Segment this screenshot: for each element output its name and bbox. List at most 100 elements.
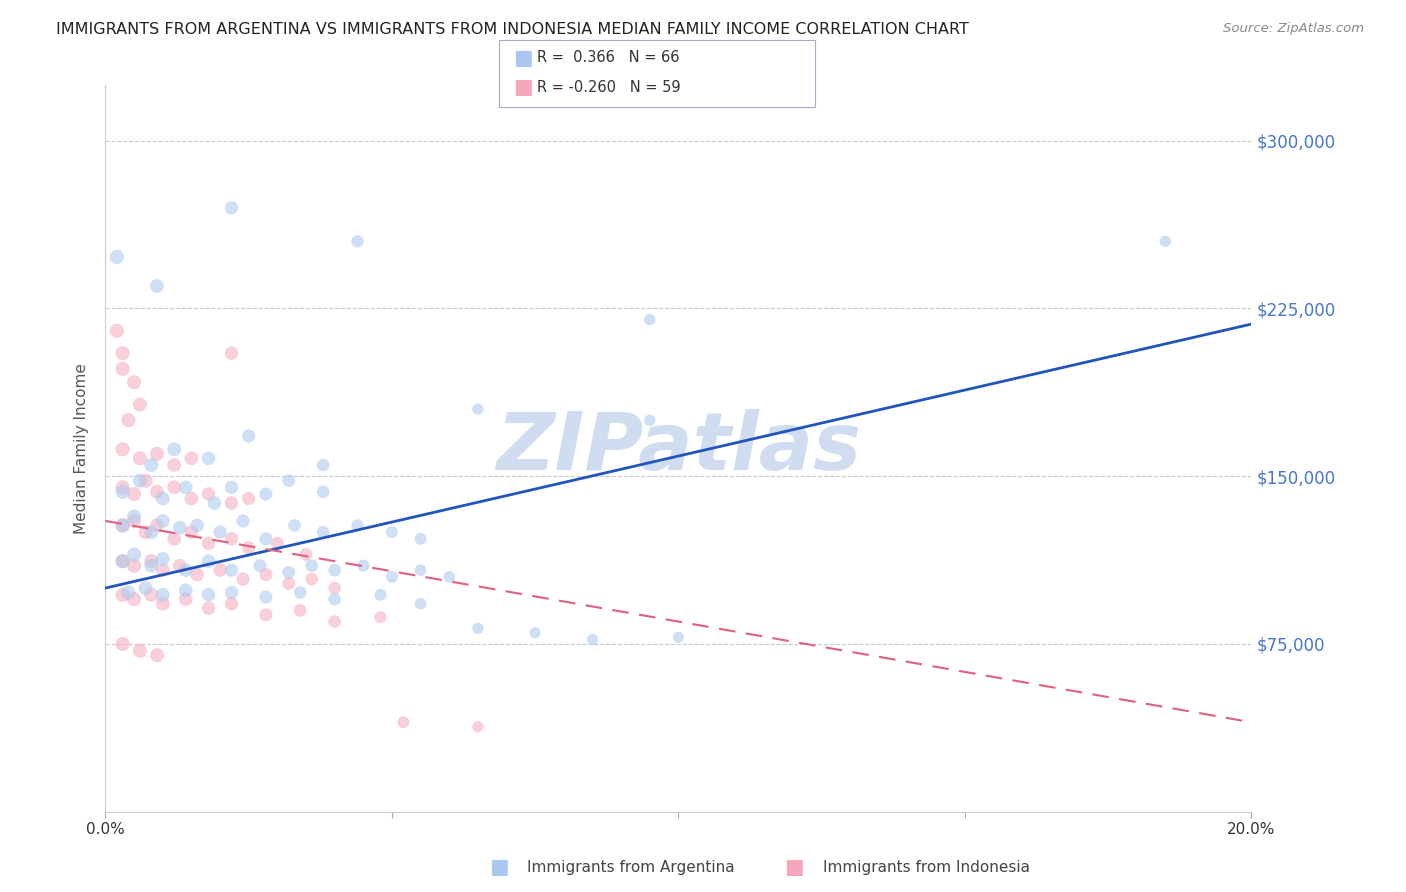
Point (266, 536, 288, 550)
Point (174, 583, 197, 598)
Text: ■: ■ (785, 857, 804, 877)
Point (312, 525, 335, 540)
Point (221, 346, 243, 360)
Point (346, 518, 368, 533)
Text: Source: ZipAtlas.com: Source: ZipAtlas.com (1223, 22, 1364, 36)
Text: ZIPatlas: ZIPatlas (496, 409, 860, 487)
Point (105, 324, 128, 338)
Point (169, 558, 191, 573)
Point (146, 484, 169, 499)
Text: ■: ■ (489, 857, 509, 877)
Y-axis label: Median Family Income: Median Family Income (75, 363, 90, 533)
Point (295, 548, 318, 562)
Point (208, 525, 231, 540)
Point (111, 361, 134, 376)
Point (238, 491, 260, 506)
Point (467, 402, 489, 417)
Point (221, 532, 243, 546)
Point (122, 514, 145, 528)
Text: R =  0.366   N = 66: R = 0.366 N = 66 (537, 51, 679, 65)
Point (208, 563, 231, 577)
Point (152, 514, 174, 528)
Point (135, 525, 157, 540)
Point (323, 592, 346, 607)
Point (174, 563, 197, 577)
Point (197, 451, 219, 466)
Point (117, 413, 139, 427)
Point (221, 597, 243, 611)
Point (141, 525, 163, 540)
Point (152, 563, 174, 577)
Point (111, 346, 134, 360)
Point (197, 487, 219, 501)
Text: ■: ■ (513, 78, 533, 97)
Point (135, 581, 157, 595)
Point (146, 447, 169, 461)
Text: ■: ■ (513, 48, 533, 68)
Point (301, 572, 323, 586)
Point (277, 474, 299, 488)
Text: R = -0.260   N = 59: R = -0.260 N = 59 (537, 80, 681, 95)
Point (180, 525, 202, 540)
Point (202, 496, 225, 510)
Point (141, 458, 163, 472)
Point (467, 720, 489, 734)
Point (254, 590, 277, 604)
Point (254, 567, 277, 582)
Point (524, 625, 547, 640)
Point (370, 588, 392, 602)
Point (301, 558, 323, 573)
Point (283, 518, 305, 533)
Point (312, 458, 335, 472)
Point (346, 235, 368, 249)
Point (409, 532, 432, 546)
Point (381, 525, 404, 540)
Point (290, 585, 312, 599)
Point (128, 398, 150, 412)
Point (111, 518, 134, 533)
Point (128, 451, 150, 466)
Point (117, 585, 139, 599)
Point (141, 558, 163, 573)
Point (163, 442, 186, 457)
Point (221, 585, 243, 599)
Point (111, 588, 134, 602)
Point (152, 491, 174, 506)
Point (221, 563, 243, 577)
Point (174, 480, 197, 494)
Point (197, 601, 219, 615)
Point (135, 474, 157, 488)
Point (638, 413, 661, 427)
Point (128, 643, 150, 657)
Point (128, 474, 150, 488)
Point (141, 554, 163, 568)
Text: Immigrants from Argentina: Immigrants from Argentina (527, 860, 735, 874)
Point (111, 442, 134, 457)
Point (122, 592, 145, 607)
Point (254, 487, 277, 501)
Point (1154, 235, 1177, 249)
Point (111, 484, 134, 499)
Point (180, 451, 202, 466)
Point (232, 572, 254, 586)
Point (221, 496, 243, 510)
Point (186, 518, 208, 533)
Point (111, 554, 134, 568)
Point (352, 558, 374, 573)
Point (122, 509, 145, 524)
Point (169, 521, 191, 535)
Point (111, 480, 134, 494)
Point (152, 597, 174, 611)
Point (141, 588, 163, 602)
Point (312, 484, 335, 499)
Point (197, 536, 219, 550)
Point (666, 630, 689, 644)
Point (146, 648, 169, 662)
Point (197, 554, 219, 568)
Point (467, 621, 489, 635)
Point (277, 576, 299, 591)
Point (409, 563, 432, 577)
Point (439, 570, 461, 584)
Point (174, 592, 197, 607)
Point (197, 588, 219, 602)
